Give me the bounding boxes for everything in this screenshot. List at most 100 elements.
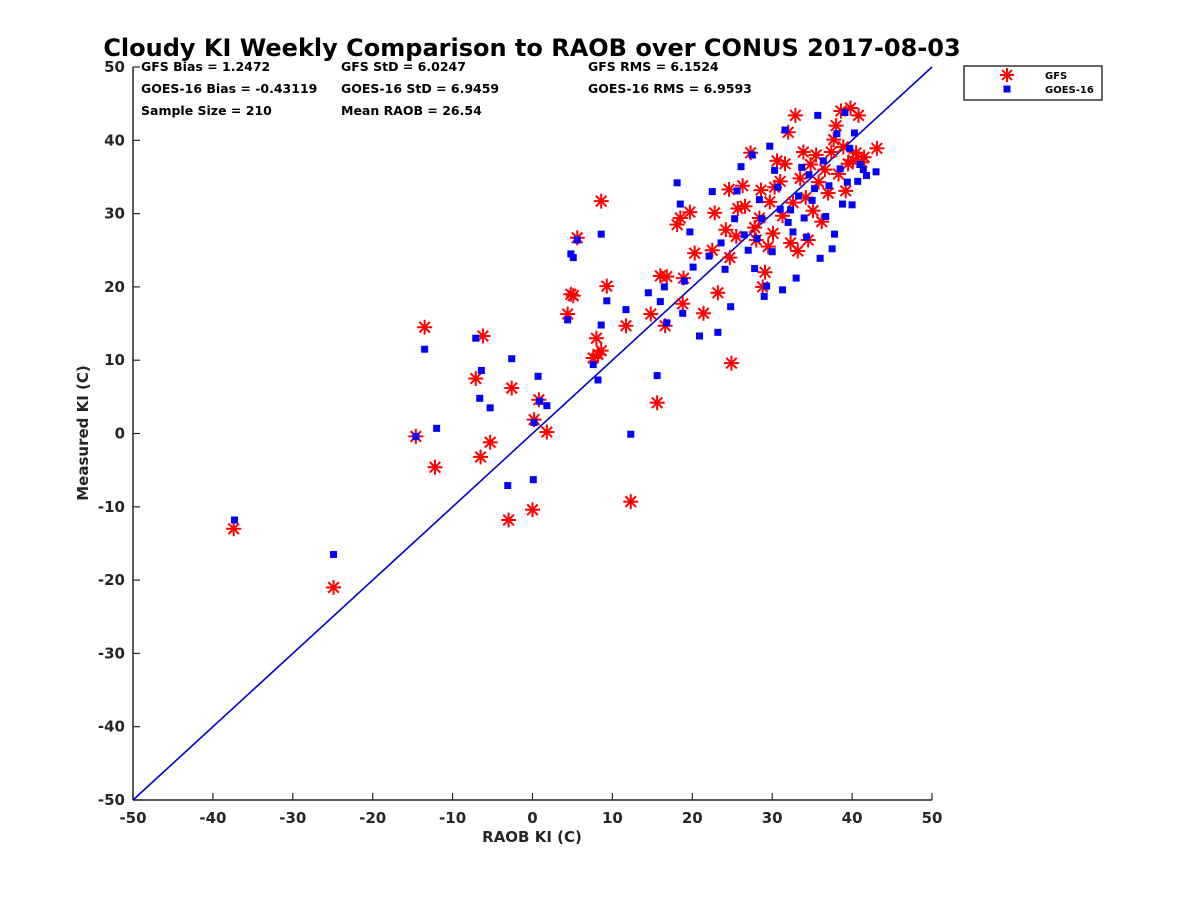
goes-point <box>814 111 822 119</box>
goes-point <box>789 228 797 236</box>
series-goes-16 <box>230 108 880 558</box>
gfs-point <box>765 225 781 241</box>
goes-point <box>816 254 824 262</box>
stat-gfs-std: GFS StD = 6.0247 <box>341 59 466 74</box>
gfs-point <box>805 203 821 219</box>
legend-gfs-label: GFS <box>1045 71 1067 82</box>
goes-point <box>803 233 811 241</box>
gfs-point <box>753 182 769 198</box>
gfs-point <box>504 380 520 396</box>
goes-point <box>836 165 844 173</box>
goes-point <box>486 404 494 412</box>
goes-point <box>714 328 722 336</box>
stat-mean-raob: Mean RAOB = 26.54 <box>341 103 482 118</box>
gfs-point <box>226 521 242 537</box>
stat-gfs-bias: GFS Bias = 1.2472 <box>141 59 270 74</box>
goes-point <box>850 129 858 137</box>
gfs-point <box>845 152 861 168</box>
goes-point <box>833 130 841 138</box>
gfs-point <box>869 140 885 156</box>
goes-point <box>771 166 779 174</box>
gfs-point <box>777 156 793 172</box>
gfs-point <box>427 459 443 475</box>
goes-point <box>589 361 597 369</box>
goes-point <box>811 185 819 193</box>
x-axis-label: RAOB KI (C) <box>482 828 582 846</box>
gfs-point <box>718 222 734 238</box>
goes-point <box>733 187 741 195</box>
goes-point <box>768 248 776 256</box>
gfs-point <box>762 194 778 210</box>
goes-point <box>597 230 605 238</box>
goes-point <box>831 230 839 238</box>
goes-point <box>737 163 745 171</box>
goes-point <box>748 151 756 159</box>
stats-annotations: GFS Bias = 1.2472 GFS StD = 6.0247 GFS R… <box>141 59 752 118</box>
x-tick-label: -10 <box>439 809 466 827</box>
goes-point <box>644 289 652 297</box>
stat-goes-rms: GOES-16 RMS = 6.9593 <box>588 81 752 96</box>
x-tick-label: 20 <box>682 809 703 827</box>
goes-point <box>808 196 816 204</box>
gfs-point <box>475 328 491 344</box>
y-tick-label: 10 <box>104 351 125 369</box>
goes-point <box>412 432 420 440</box>
gfs-point <box>649 395 665 411</box>
legend-box <box>963 65 1103 101</box>
legend-gfs-marker <box>1000 68 1014 82</box>
goes-point <box>330 550 338 558</box>
goes-point <box>828 245 836 253</box>
legend-goes-marker <box>1003 85 1011 93</box>
gfs-point <box>618 318 634 334</box>
gfs-point <box>722 250 738 266</box>
gfs-point <box>850 107 866 123</box>
gfs-point <box>473 449 489 465</box>
x-tick-label: -20 <box>359 809 386 827</box>
x-tick-label: 0 <box>527 809 537 827</box>
goes-point <box>727 303 735 311</box>
y-tick-label: 20 <box>104 278 125 296</box>
goes-point <box>504 482 512 490</box>
goes-point <box>476 394 484 402</box>
y-tick-label: 0 <box>115 425 125 443</box>
goes-point <box>569 254 577 262</box>
gfs-point <box>707 205 723 221</box>
goes-point <box>567 250 575 258</box>
gfs-point <box>760 239 776 255</box>
y-tick-label: -40 <box>98 718 125 736</box>
goes-point <box>530 419 538 427</box>
x-tick-label: 40 <box>842 809 863 827</box>
y-tick-label: -10 <box>98 498 125 516</box>
goes-point <box>679 309 687 317</box>
stat-sample-size: Sample Size = 210 <box>141 103 272 118</box>
y-axis-label: Measured KI (C) <box>74 365 92 501</box>
gfs-point <box>675 296 691 312</box>
gfs-point <box>695 305 711 321</box>
one-to-one-line <box>132 66 933 801</box>
goes-point <box>536 397 544 405</box>
goes-point <box>656 298 664 306</box>
goes-point <box>753 235 761 243</box>
gfs-point <box>817 162 833 178</box>
gfs-point <box>588 330 604 346</box>
y-tick-label: -30 <box>98 644 125 662</box>
gfs-point <box>730 200 746 216</box>
goes-point <box>721 265 729 273</box>
goes-point <box>751 265 759 273</box>
plot-area: -50 -40 -30 -20 -10 0 10 20 30 40 50 -50 -40 -30 -20 -1… <box>98 58 943 827</box>
goes-point <box>781 126 789 134</box>
goes-point <box>673 179 681 187</box>
gfs-point <box>682 204 698 220</box>
series-gfs <box>226 100 885 595</box>
goes-point <box>755 196 763 204</box>
goes-point <box>680 277 688 285</box>
goes-point <box>839 200 847 208</box>
gfs-point <box>525 502 540 518</box>
goes-point <box>779 286 787 294</box>
goes-point <box>472 334 480 342</box>
gfs-point <box>792 170 808 186</box>
goes-point <box>627 430 635 438</box>
goes-point <box>776 205 784 213</box>
goes-point <box>766 142 774 150</box>
